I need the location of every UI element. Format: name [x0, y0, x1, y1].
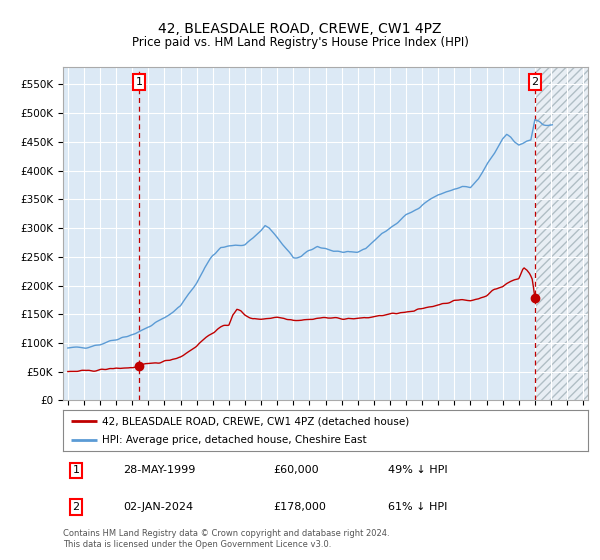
Text: 1: 1: [136, 77, 142, 87]
Text: 61% ↓ HPI: 61% ↓ HPI: [389, 502, 448, 512]
Text: Contains HM Land Registry data © Crown copyright and database right 2024.
This d: Contains HM Land Registry data © Crown c…: [63, 529, 389, 549]
Bar: [535, 67, 588, 400]
Bar: [535, 67, 588, 400]
Text: 1: 1: [73, 465, 80, 475]
Text: 49% ↓ HPI: 49% ↓ HPI: [389, 465, 448, 475]
Text: HPI: Average price, detached house, Cheshire East: HPI: Average price, detached house, Ches…: [103, 435, 367, 445]
Text: 2: 2: [73, 502, 80, 512]
Text: 2: 2: [532, 77, 539, 87]
Text: 42, BLEASDALE ROAD, CREWE, CW1 4PZ: 42, BLEASDALE ROAD, CREWE, CW1 4PZ: [158, 22, 442, 36]
Text: 42, BLEASDALE ROAD, CREWE, CW1 4PZ (detached house): 42, BLEASDALE ROAD, CREWE, CW1 4PZ (deta…: [103, 417, 410, 426]
Text: Price paid vs. HM Land Registry's House Price Index (HPI): Price paid vs. HM Land Registry's House …: [131, 36, 469, 49]
Text: 28-MAY-1999: 28-MAY-1999: [124, 465, 196, 475]
Text: £60,000: £60,000: [273, 465, 319, 475]
Text: 02-JAN-2024: 02-JAN-2024: [124, 502, 193, 512]
Text: £178,000: £178,000: [273, 502, 326, 512]
